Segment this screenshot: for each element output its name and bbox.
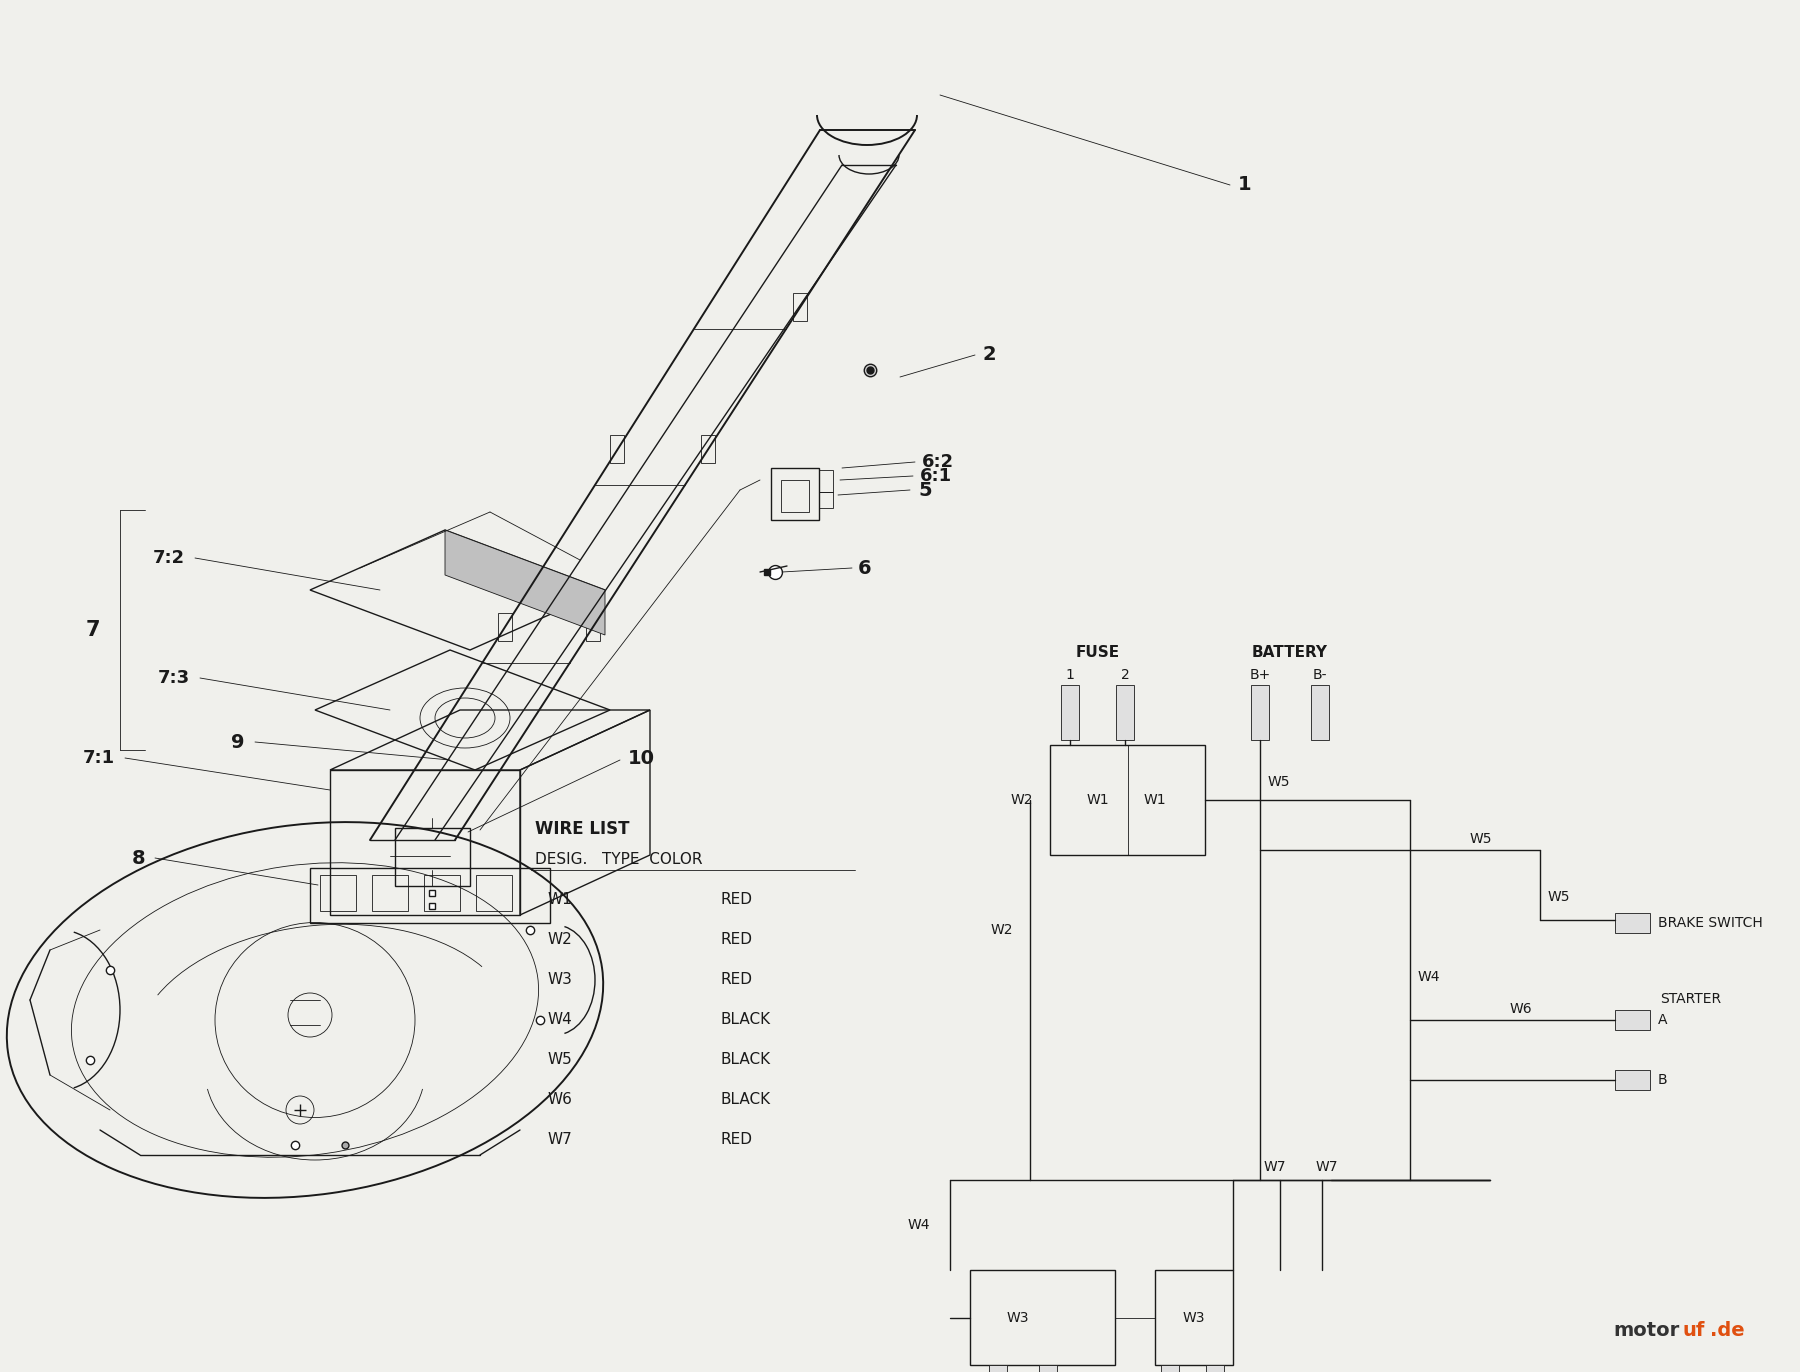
Bar [499,613,511,641]
Text: RED: RED [720,971,752,986]
Bar [781,480,808,512]
Bar [1156,1270,1233,1365]
Bar [1039,1365,1057,1372]
Text: W2: W2 [990,923,1013,937]
Bar [1615,1070,1651,1089]
Text: 7:3: 7:3 [158,670,191,687]
Text: BRAKE SWITCH: BRAKE SWITCH [1658,916,1762,930]
Text: 7: 7 [86,620,101,639]
Bar [1310,685,1328,740]
Text: DESIG.   TYPE  COLOR: DESIG. TYPE COLOR [535,852,702,867]
Text: 9: 9 [232,733,245,752]
Text: 10: 10 [628,749,655,767]
Text: W1: W1 [1143,793,1166,807]
Text: W5: W5 [1548,890,1570,904]
Text: W5: W5 [1267,775,1291,789]
Text: 5: 5 [918,480,932,499]
Text: BLACK: BLACK [720,1092,770,1107]
Text: motor: motor [1615,1321,1679,1340]
Text: W1: W1 [547,892,572,907]
Polygon shape [445,530,605,635]
Bar [1615,1010,1651,1030]
Text: W3: W3 [1006,1312,1030,1325]
Text: 1: 1 [1238,176,1251,195]
Bar [794,294,806,321]
Bar [1060,685,1078,740]
Bar [310,868,551,923]
Text: 8: 8 [131,848,146,867]
Text: W2: W2 [1012,793,1033,807]
Text: STARTER: STARTER [1660,992,1721,1006]
Text: W5: W5 [547,1052,572,1067]
Bar [1206,1365,1224,1372]
Text: W4: W4 [907,1218,931,1232]
Text: RED: RED [720,892,752,907]
Text: W3: W3 [547,971,572,986]
Text: BLACK: BLACK [720,1052,770,1067]
Text: B-: B- [1312,668,1327,682]
Text: uf: uf [1681,1321,1705,1340]
Text: FUSE: FUSE [1076,645,1120,660]
Bar [1615,912,1651,933]
Bar [425,875,461,911]
Bar [988,1365,1006,1372]
Text: BLACK: BLACK [720,1013,770,1028]
Text: 7:2: 7:2 [153,549,185,567]
Bar [320,875,356,911]
Text: W1: W1 [1087,793,1109,807]
Text: W4: W4 [1418,970,1440,984]
Bar [1161,1365,1179,1372]
Text: BATTERY: BATTERY [1253,645,1328,660]
Bar [1116,685,1134,740]
Text: W6: W6 [547,1092,572,1107]
Text: 2: 2 [1121,668,1129,682]
Bar [770,468,819,520]
Bar [1251,685,1269,740]
Bar [373,875,409,911]
Text: W7: W7 [547,1132,572,1147]
Text: 6:2: 6:2 [922,453,954,471]
Text: 7:1: 7:1 [83,749,115,767]
Bar [394,827,470,886]
Text: .de: .de [1710,1321,1744,1340]
Bar [475,875,511,911]
Text: WIRE LIST: WIRE LIST [535,820,630,838]
Text: W5: W5 [1471,831,1492,847]
Bar [1049,745,1204,855]
Text: 6:1: 6:1 [920,466,952,484]
Text: W2: W2 [547,932,572,947]
Text: W6: W6 [1510,1002,1532,1017]
Text: W4: W4 [547,1013,572,1028]
Bar [700,435,715,462]
Text: 2: 2 [983,346,995,365]
Bar [610,435,625,462]
Text: 6: 6 [859,558,871,578]
Text: B+: B+ [1249,668,1271,682]
Bar [819,471,833,493]
Bar [970,1270,1114,1365]
Bar [819,493,833,508]
Text: RED: RED [720,932,752,947]
Text: W3: W3 [1183,1312,1206,1325]
Text: W7: W7 [1316,1159,1337,1174]
Text: W7: W7 [1264,1159,1287,1174]
Text: B: B [1658,1073,1667,1087]
Bar [329,770,520,915]
Text: 1: 1 [1066,668,1075,682]
Text: RED: RED [720,1132,752,1147]
Text: A: A [1658,1013,1667,1028]
Bar [587,613,599,641]
